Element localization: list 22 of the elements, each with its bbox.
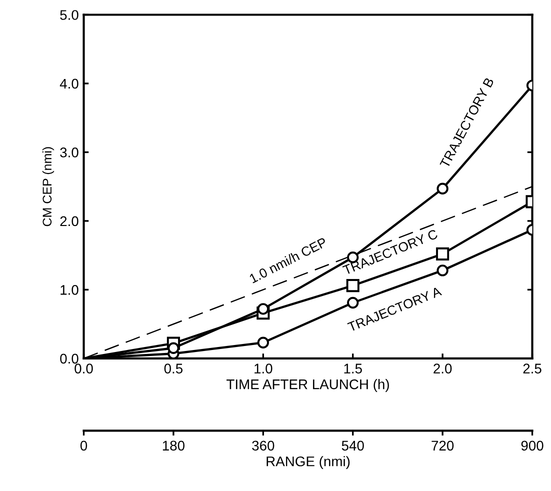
x2-tick-label: 360 — [252, 440, 274, 451]
x-tick-label: 0.0 — [74, 364, 93, 374]
x2-tick-label: 900 — [521, 440, 544, 451]
y-tick-label: 5.0 — [60, 10, 78, 20]
y-tick-label: 2.0 — [60, 216, 78, 226]
x-tick-label: 2.5 — [523, 364, 542, 374]
x2-tick-label: 540 — [342, 440, 364, 451]
x2-tick-label: 180 — [162, 440, 184, 451]
y-tick-label: 0.0 — [60, 354, 78, 364]
y-tick-label: 3.0 — [60, 148, 78, 158]
text: 1.0 nmi/h CEP — [248, 236, 328, 284]
x-tick-label: 2.0 — [434, 364, 452, 374]
y-axis-title: CM CEP (nmi) — [42, 147, 54, 226]
x2-axis-title: RANGE (nmi) — [266, 456, 350, 470]
x2-tick-label: 720 — [432, 440, 454, 451]
x-tick-label: 0.5 — [164, 364, 183, 374]
x-tick-label: 1.0 — [254, 364, 272, 374]
y-tick-label: 4.0 — [60, 78, 78, 89]
x-tick-label: 1.5 — [344, 364, 362, 374]
x2-tick-label: 0 — [80, 440, 88, 451]
x-axis-title: TIME AFTER LAUNCH (h) — [226, 379, 389, 392]
y-tick-label: 1.0 — [60, 285, 78, 295]
